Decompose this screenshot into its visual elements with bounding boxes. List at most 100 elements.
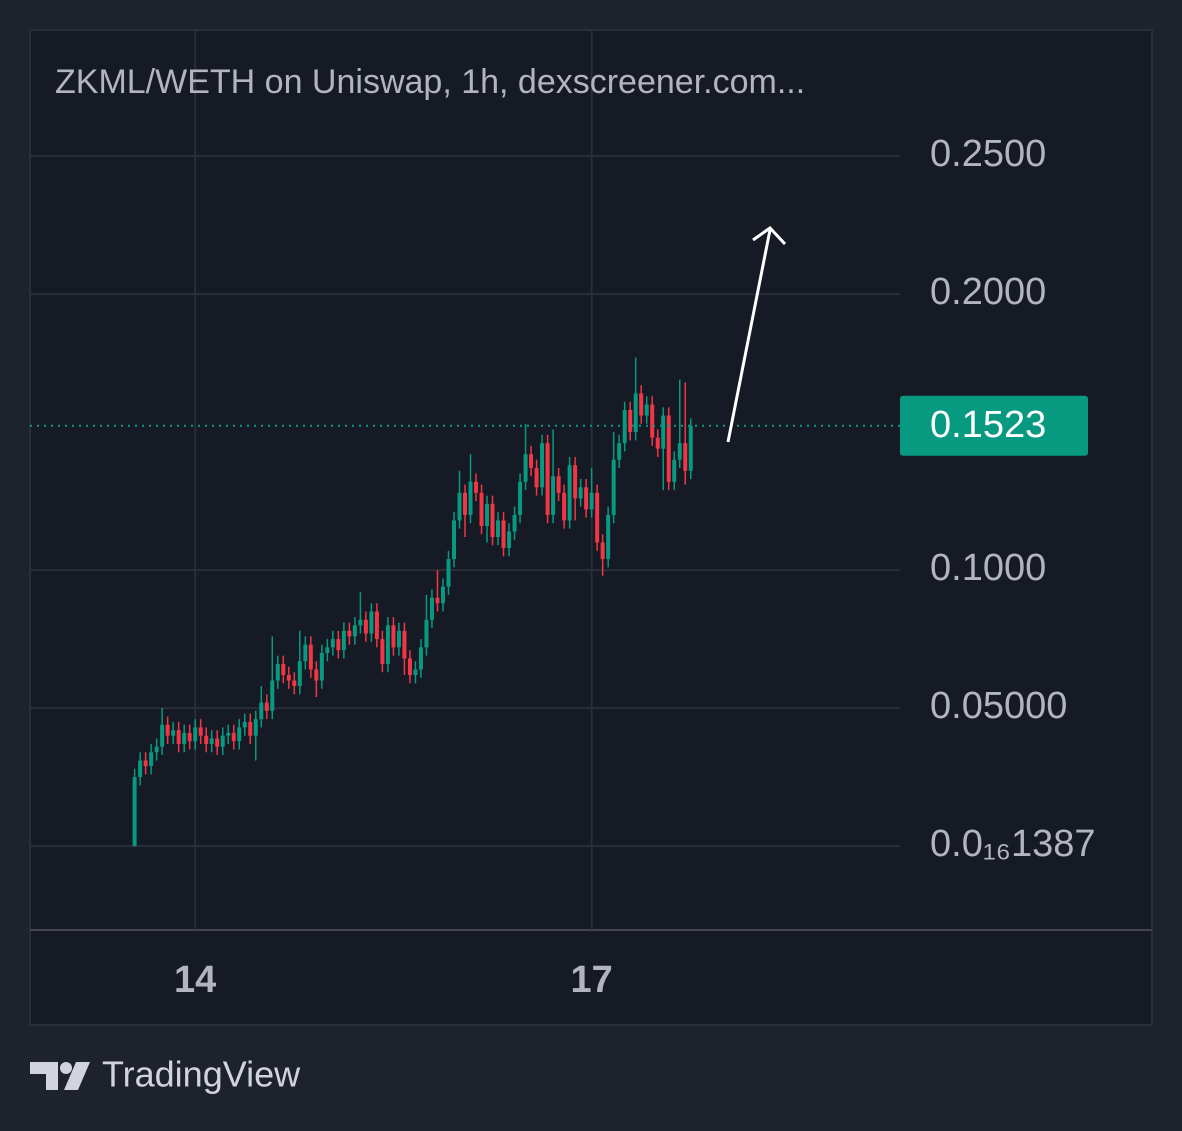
candle-body [209,738,214,744]
candle-body [661,415,666,449]
candle-body [132,777,137,847]
candle-body [490,503,495,537]
candle-body [292,680,297,687]
candle-body [182,732,187,744]
candle-body [418,647,423,670]
candle-body [424,619,429,648]
candle-body [138,760,143,778]
candle-body [584,487,589,510]
candle-body [314,669,319,681]
candle-body [496,520,501,537]
candle-body [479,492,484,526]
candle-body [688,425,693,471]
brand-logo-slash [64,1062,90,1090]
chart-title: ZKML/WETH on Uniswap, 1h, dexscreener.co… [55,63,805,101]
candle-body [143,760,148,767]
brand-logo [30,1062,58,1090]
candle-body [551,476,556,515]
candle-body [655,437,660,449]
candle-body [198,727,203,736]
candle-body [578,487,583,499]
y-tick-label: 0.2000 [930,271,1046,313]
candle-body [562,492,567,521]
brand-name: TradingView [102,1054,301,1095]
candle-body [281,663,286,675]
candle-body [429,597,434,620]
candle-body [573,465,578,499]
candle-body [358,619,363,626]
candle-body [407,658,412,675]
candle-body [446,559,451,587]
candle-body [622,410,627,444]
y-tick-label: 0.0₁₆1387 [930,823,1096,865]
candle-body [435,597,440,604]
candle-body [468,481,473,515]
candle-body [220,735,225,747]
candle-body [270,680,275,711]
candle-body [347,630,352,637]
candle-body [259,702,264,720]
candle-body [391,625,396,648]
y-tick-label: 0.1000 [930,547,1046,589]
brand-logo-dot [60,1062,72,1074]
candle-body [677,443,682,460]
candle-body [308,644,313,670]
arrow-shaft [726,229,772,443]
candle-body [617,443,622,460]
candle-body [606,514,611,560]
candle-body [529,454,534,468]
candle-body [463,492,467,515]
candle-body [165,724,170,736]
candle-body [275,663,280,681]
candle-body [633,393,638,433]
candle-body [160,724,165,747]
candle-body [650,404,655,438]
candle-body [286,674,291,681]
candle-body [352,625,357,637]
candle-body [253,719,258,736]
candle-body [611,459,616,515]
candle-body [534,467,539,488]
candle-body [413,669,418,675]
candle-body [501,520,506,549]
candle-body [187,732,192,742]
axes: 0.0₁₆1387 0.05000 0.1000 0.2000 0.2500 14 17 0.… [174,133,1095,1001]
candle-body [402,630,407,659]
candle-body [545,443,550,515]
candle-body [451,520,456,560]
candle-body [330,639,335,648]
candle-body [595,492,600,543]
arrow-head [752,226,787,246]
candle-body [363,619,368,634]
x-tick-label: 14 [174,959,216,1001]
candle-body [193,727,198,742]
candle-body [644,404,649,416]
candles [30,357,900,847]
y-tick-label: 0.2500 [930,133,1046,175]
candle-body [176,730,181,744]
candle-body [457,492,462,521]
candle-body [303,644,308,662]
candle-body [374,611,379,640]
candle-body [672,459,677,482]
candle-body [683,443,688,471]
candle-body [556,476,561,493]
candle-body [215,738,220,747]
candle-body [507,531,512,549]
candle-body [149,752,154,767]
candle-body [440,586,445,604]
y-tick-label: 0.05000 [930,685,1067,727]
candle-body [523,454,528,482]
candle-body [204,735,209,744]
candle-body [237,727,242,742]
candle-body [567,465,572,521]
brand: TradingView [30,1054,301,1095]
candle-body [485,503,490,526]
last-price-label: 0.1523 [930,404,1046,446]
candle-body [242,721,247,728]
candle-body [264,702,269,711]
candle-body [369,611,374,634]
candle-body [628,410,633,433]
